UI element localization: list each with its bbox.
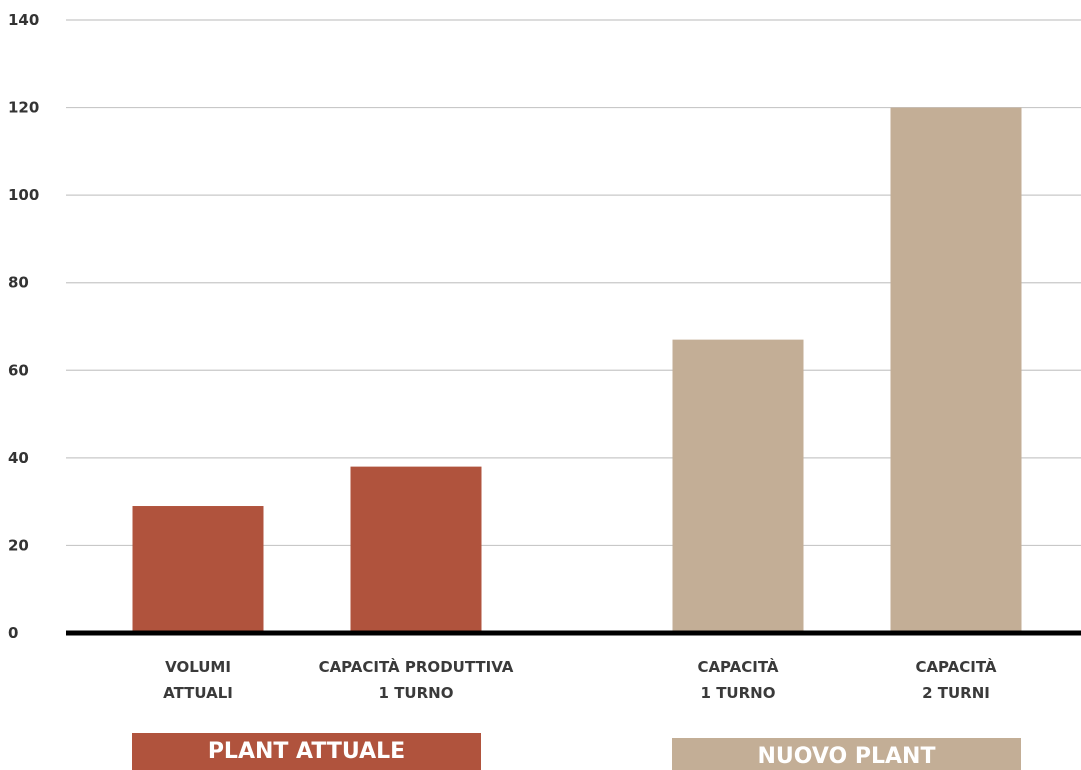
y-tick-label: 100 (8, 186, 39, 204)
y-tick-label: 80 (8, 274, 29, 292)
bar (132, 506, 264, 633)
group-label-nuovo-plant: NUOVO PLANT (672, 738, 1021, 770)
gridlines (66, 19, 1081, 547)
group-label-plant-attuale: PLANT ATTUALE (132, 733, 481, 770)
x-tick-label: VOLUMI (165, 658, 231, 676)
bar (672, 339, 804, 633)
bar (890, 107, 1022, 634)
y-tick-label: 120 (8, 99, 39, 117)
y-tick-label: 0 (8, 624, 18, 642)
y-tick-label: 140 (8, 11, 39, 29)
x-tick-label: ATTUALI (163, 684, 233, 702)
y-tick-label: 60 (8, 361, 29, 379)
x-tick-label: CAPACITÀ (697, 657, 778, 676)
y-tick-label: 40 (8, 449, 29, 467)
category-labels: VOLUMI ATTUALI CAPACITÀ PRODUTTIVA 1 TURNO C… (163, 657, 997, 702)
x-tick-label: 1 TURNO (379, 684, 454, 702)
x-tick-label: CAPACITÀ PRODUTTIVA (319, 657, 514, 676)
y-axis-ticks: 0 20 40 60 80 100 120 140 (8, 11, 39, 642)
x-tick-label: 1 TURNO (701, 684, 776, 702)
y-tick-label: 20 (8, 536, 29, 554)
x-tick-label: CAPACITÀ (915, 657, 996, 676)
x-tick-label: 2 TURNI (922, 684, 990, 702)
bar (350, 466, 482, 633)
bars (132, 107, 1022, 634)
